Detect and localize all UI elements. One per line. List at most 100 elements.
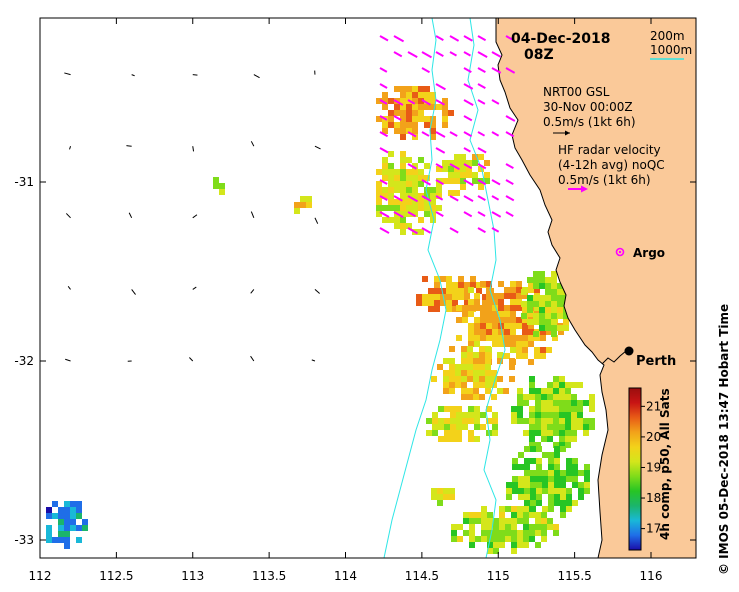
- x-tick-label: 114.5: [405, 569, 439, 583]
- sst-cell: [400, 134, 406, 140]
- sst-cell: [472, 178, 478, 184]
- sst-cell: [547, 524, 553, 530]
- sst-cell: [470, 282, 476, 288]
- sst-cell: [430, 122, 436, 128]
- sst-cell: [436, 205, 442, 211]
- sst-cell: [486, 287, 492, 293]
- sst-cell: [449, 494, 455, 500]
- radar-arrow: [463, 115, 473, 122]
- sst-cell: [536, 488, 542, 494]
- sst-cell: [539, 295, 545, 301]
- sst-cell: [499, 512, 505, 518]
- sst-cell: [424, 187, 430, 193]
- sst-cell: [545, 301, 551, 307]
- sst-cell: [548, 470, 554, 476]
- sst-cell: [458, 282, 464, 288]
- sst-cell: [529, 442, 535, 448]
- radar-arrow: [477, 131, 486, 137]
- model-arrow: [250, 141, 255, 147]
- sst-cell: [461, 394, 467, 400]
- sst-cell: [492, 341, 498, 347]
- sst-cell: [534, 335, 540, 341]
- sst-cell: [551, 289, 557, 295]
- colorbar-tick-label: 17: [646, 522, 661, 536]
- sst-cell: [492, 418, 498, 424]
- sst-cell: [412, 128, 418, 134]
- sst-cell: [434, 282, 440, 288]
- argo-marker-icon: [615, 247, 625, 257]
- radar-arrow: [379, 179, 388, 185]
- sst-cell: [482, 294, 488, 300]
- sst-cell: [406, 110, 412, 116]
- sst-cell: [468, 323, 474, 329]
- x-tick-label: 113: [181, 569, 204, 583]
- sst-cell: [474, 317, 480, 323]
- sst-cell: [412, 199, 418, 205]
- model-current-arrows: [64, 70, 321, 362]
- sst-cell: [524, 482, 530, 488]
- radar-arrow: [463, 163, 473, 170]
- sst-cell: [523, 542, 529, 548]
- radar-arrow: [393, 35, 405, 43]
- sst-cell: [559, 430, 565, 436]
- sst-cell: [524, 500, 530, 506]
- sst-cell: [442, 116, 448, 122]
- sst-cell: [528, 359, 534, 365]
- radar-arrow: [477, 35, 487, 42]
- sst-cell: [516, 341, 522, 347]
- sst-cell: [518, 464, 524, 470]
- radar-arrow: [379, 115, 388, 121]
- model-legend-line2: 30-Nov 00:00Z: [543, 100, 633, 114]
- colorbar-tick-label: 19: [646, 460, 661, 474]
- sst-cell: [437, 364, 443, 370]
- sst-cell: [46, 507, 52, 513]
- radar-arrow: [435, 195, 444, 201]
- sst-cell: [437, 494, 443, 500]
- sst-cell: [400, 163, 406, 169]
- sst-cell: [462, 418, 468, 424]
- sst-cell: [450, 424, 456, 430]
- sst-cell: [400, 104, 406, 110]
- sst-cell: [64, 537, 70, 543]
- sst-cell: [467, 370, 473, 376]
- sst-cell: [382, 92, 388, 98]
- x-axis: 112 112.5 113 113.5 114 114.5 115 115.5 116: [29, 18, 662, 583]
- sst-cell: [584, 476, 590, 482]
- sst-cell: [559, 406, 565, 412]
- sst-cell: [464, 294, 470, 300]
- sst-cell: [454, 172, 460, 178]
- sst-cell: [474, 412, 480, 418]
- sst-cell: [486, 335, 492, 341]
- sst-cell: [547, 412, 553, 418]
- sst-cell: [548, 494, 554, 500]
- sst-cell: [481, 536, 487, 542]
- sst-cell: [479, 352, 485, 358]
- sst-cell: [512, 458, 518, 464]
- sst-cell: [504, 287, 510, 293]
- sst-cell: [46, 513, 52, 519]
- sst-cell: [505, 524, 511, 530]
- sst-cell: [509, 358, 515, 364]
- radar-arrow: [477, 179, 487, 186]
- sst-cell: [528, 311, 534, 317]
- sst-cell: [571, 430, 577, 436]
- sst-cell: [571, 382, 577, 388]
- sst-cell: [542, 506, 548, 512]
- sst-cell: [400, 193, 406, 199]
- sst-cell: [454, 190, 460, 196]
- sst-cell: [571, 424, 577, 430]
- sst-cell: [442, 166, 448, 172]
- sst-cell: [510, 305, 516, 311]
- sst-cell: [388, 193, 394, 199]
- sst-cell: [300, 202, 306, 208]
- sst-cell: [511, 512, 517, 518]
- sst-cell: [456, 406, 462, 412]
- sst-cell: [430, 193, 436, 199]
- sst-cell: [517, 536, 523, 542]
- sst-cell: [422, 276, 428, 282]
- sst-cell: [493, 536, 499, 542]
- sst-cell: [558, 329, 564, 335]
- sst-cell: [424, 86, 430, 92]
- sst-cell: [474, 299, 480, 305]
- sst-cell: [485, 364, 491, 370]
